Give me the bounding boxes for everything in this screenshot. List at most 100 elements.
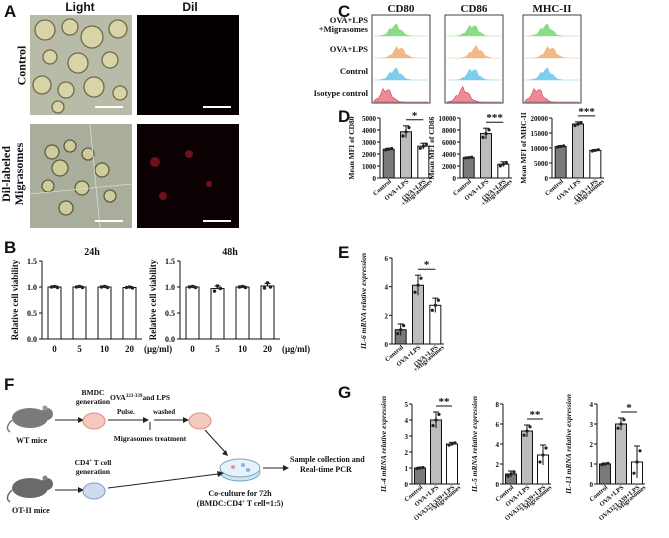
y-tick-label: 0.5 [27,309,37,318]
flow-frame [444,14,504,104]
data-point [638,449,642,453]
data-point [434,418,438,422]
y-tick-label: 4 [496,441,500,449]
bar [430,419,442,485]
significance-marker: ** [530,409,542,421]
data-point [436,298,440,302]
panel-label-e: E [338,243,350,262]
data-point [576,122,580,126]
data-point [218,286,223,291]
data-point [453,441,457,445]
unit-label: (μg/ml) [282,344,310,354]
data-point [556,145,560,149]
y-tick-label: 8 [496,401,500,409]
data-point [55,285,60,290]
significance-marker: *** [578,106,595,118]
bar [400,131,412,179]
y-tick-label: 0.0 [165,335,175,344]
bar [572,123,584,179]
data-point [538,460,542,464]
bar [554,146,567,179]
sample-collection-label-1: Sample collection and [290,455,365,464]
ot-ii-mice-label: OT-II mice [12,506,50,515]
data-point [501,162,505,166]
data-point [573,123,577,128]
flow-row-label: Isotype control [314,88,369,98]
data-point [590,149,594,153]
data-point [77,284,82,289]
data-point [237,285,242,289]
light-micrograph-control [30,15,132,115]
data-point [484,132,488,136]
bar [462,157,475,179]
flow-histogram [374,67,428,81]
data-point [105,285,110,290]
data-point [74,285,79,289]
y-tick-label: 1000 [362,163,377,171]
data-point [190,284,195,289]
data-point [80,285,85,290]
data-point [600,463,604,467]
y-tick-label: 4 [590,401,594,409]
data-point [387,147,391,151]
wt-mice-label: WT mice [16,436,48,445]
data-point [596,148,600,152]
data-point [433,303,437,307]
x-tick-label: 0 [52,344,57,354]
viability-chart-title: 24h [84,247,100,258]
scale-bar-light-migrasomes [95,220,123,222]
bar-chart-y-label: IL-5 mRNA relative expression [470,396,479,493]
y-tick-label: 2 [405,449,409,457]
data-point [390,146,394,151]
y-tick-label: 1 [590,461,594,469]
flow-row-label: OVA+LPS [330,44,368,54]
bar [446,443,458,485]
data-point [130,286,135,290]
data-point [268,285,273,289]
data-point [413,290,417,294]
y-tick-label: 0.5 [165,309,175,318]
data-point [99,285,104,289]
coculture-label-1: Co-culture for 72h [208,489,272,498]
y-tick-label: 4 [385,284,389,292]
data-point [243,285,248,290]
data-point [635,460,639,464]
data-point [212,289,217,293]
dil-column-header: Dil [182,0,198,14]
dil-micrograph-migrasomes [137,124,239,228]
flow-histogram [524,87,579,103]
data-point [525,429,529,433]
data-point [437,412,441,416]
y-tick-label: 0 [496,481,500,489]
pulse-label: Pulse. [117,408,135,416]
data-point [541,453,545,457]
wt-mouse-icon [6,405,53,433]
flow-column-header: CD80 [388,3,415,15]
data-point [562,144,566,148]
flow-histogram [525,67,579,81]
data-point [593,148,597,152]
data-point [240,284,245,289]
data-point [509,472,513,476]
y-tick-label: 4000 [442,151,457,159]
data-point [265,281,270,285]
flow-histogram [525,46,579,59]
data-point [407,126,411,130]
y-tick-label: 2 [590,441,594,449]
x-tick-label: 5 [77,344,82,354]
y-tick-label: 10000 [531,145,549,153]
data-point [447,443,451,447]
y-tick-label: 2000 [362,151,377,159]
data-point [579,120,583,125]
y-tick-label: 10000 [439,115,457,123]
viability-y-label: Relative cell viability [10,259,20,340]
bar [589,149,602,179]
data-point [606,461,610,465]
bmdc-dish-icon [82,412,106,430]
significance-marker: ** [439,396,451,408]
y-tick-label: 0 [453,175,457,183]
data-point [404,130,408,134]
bar [382,148,395,179]
flow-frame [371,14,431,104]
